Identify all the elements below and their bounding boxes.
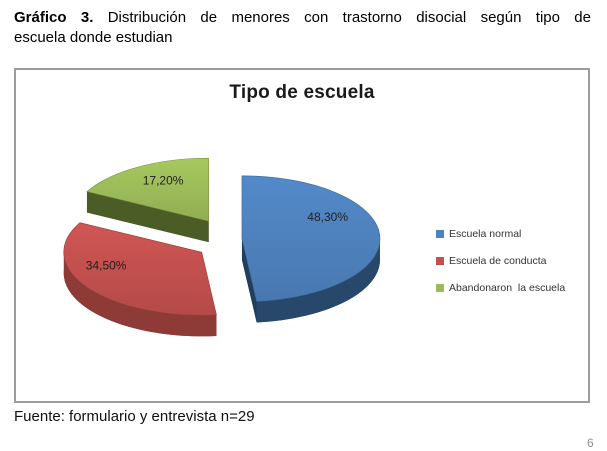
pie-chart-svg: 48,30% 34,50% 17,20% [63,157,381,337]
pie-slice-2-cut-face-0 [86,191,209,243]
figure-caption-text: Distribución de menores con trastorno di… [93,9,591,26]
pie-slice-label-1: 34,50% [86,258,127,272]
figure-caption: Gráfico 3. Distribución de menores con t… [14,8,591,47]
chart-legend: Escuela normal Escuela de conducta Abandon… [436,220,565,301]
figure-caption-line-1: Gráfico 3. Distribución de menores con t… [14,8,591,28]
pie-slice-1-rim [63,252,217,337]
pie-slice-0-top [241,175,381,302]
pie-slice-1-top [63,222,217,316]
source-note: Fuente: formulario y entrevista n=29 [14,408,255,425]
legend-label-0: Escuela normal [449,227,522,240]
legend-color-swatch-0 [436,229,444,238]
pie-slice-label-2: 17,20% [143,174,184,188]
pie-slice-2 [86,157,209,243]
chart-frame: 48,30% 34,50% 17,20% Tipo de escuela Escue… [14,68,590,403]
chart-title: Tipo de escuela [229,82,375,103]
legend-item-1: Escuela de conducta [436,247,565,274]
figure-caption-number: Gráfico 3. [14,9,94,26]
pie-slice-label-0: 48,30% [307,210,348,224]
legend-label-2: Abandonaron la escuela [449,281,566,294]
legend-label-1: Escuela de conducta [449,254,547,267]
pie-slice-0-rim [256,238,380,323]
figure-caption-line-2: escuela donde estudian [14,28,173,46]
pie-slice-1 [63,222,217,337]
legend-item-0: Escuela normal [436,220,565,247]
legend-color-swatch-1 [436,256,444,265]
pie-slice-0 [241,175,381,323]
pie-slice-0-cut-face-1 [241,238,257,323]
pie-slice-2-top [86,157,209,222]
legend-item-2: Abandonaron la escuela [436,274,565,301]
legend-color-swatch-2 [436,283,444,292]
page-number: 6 [587,436,594,450]
